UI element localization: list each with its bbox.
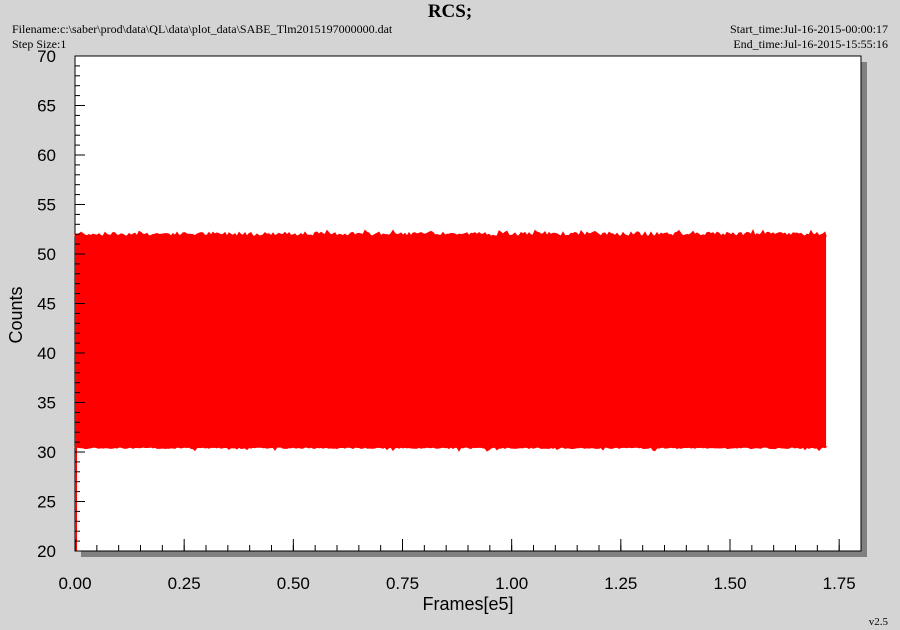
ticks-layer: 0.00 0.25 0.50 0.75 1.00 1.25 1.50 1.75 20 25 30 35… (37, 47, 862, 593)
y-tick-label: 40 (37, 344, 56, 363)
x-tick-label: 1.75 (823, 574, 856, 593)
x-tick-label: 0.00 (58, 574, 91, 593)
data-band-top-edge-0 (74, 228, 827, 238)
step-size-label: Step Size:1 (12, 37, 67, 51)
y-tick-label: 50 (37, 245, 56, 264)
y-tick-label: 45 (37, 295, 56, 314)
series-layer (74, 228, 828, 551)
start-time-label: Start_time:Jul-16-2015-00:00:17 (730, 22, 888, 36)
end-time-label: End_time:Jul-16-2015-15:55:16 (733, 37, 888, 51)
x-tick-label: 1.25 (604, 574, 637, 593)
y-axis-title: Counts (6, 286, 26, 343)
data-band-bottom-edge-0 (74, 446, 828, 452)
y-tick-label: 20 (37, 542, 56, 561)
filename-label: Filename:c:\saber\prod\data\QL\data\plot… (12, 22, 393, 36)
chart-title: RCS; (427, 1, 473, 22)
y-tick-label: 30 (37, 443, 56, 462)
y-tick-label: 55 (37, 196, 56, 215)
x-tick-label: 1.00 (495, 574, 528, 593)
x-tick-label: 0.50 (277, 574, 310, 593)
x-axis-title: Frames[e5] (422, 594, 513, 614)
y-tick-label: 25 (37, 493, 56, 512)
x-tick-label: 0.75 (386, 574, 419, 593)
y-tick-label: 35 (37, 394, 56, 413)
y-tick-label: 65 (37, 97, 56, 116)
x-tick-label: 0.25 (168, 574, 201, 593)
x-tick-label: 1.50 (713, 574, 746, 593)
y-tick-label: 60 (37, 146, 56, 165)
y-tick-label: 70 (37, 47, 56, 66)
version-label: v2.5 (868, 616, 888, 628)
data-band-0 (75, 236, 827, 448)
